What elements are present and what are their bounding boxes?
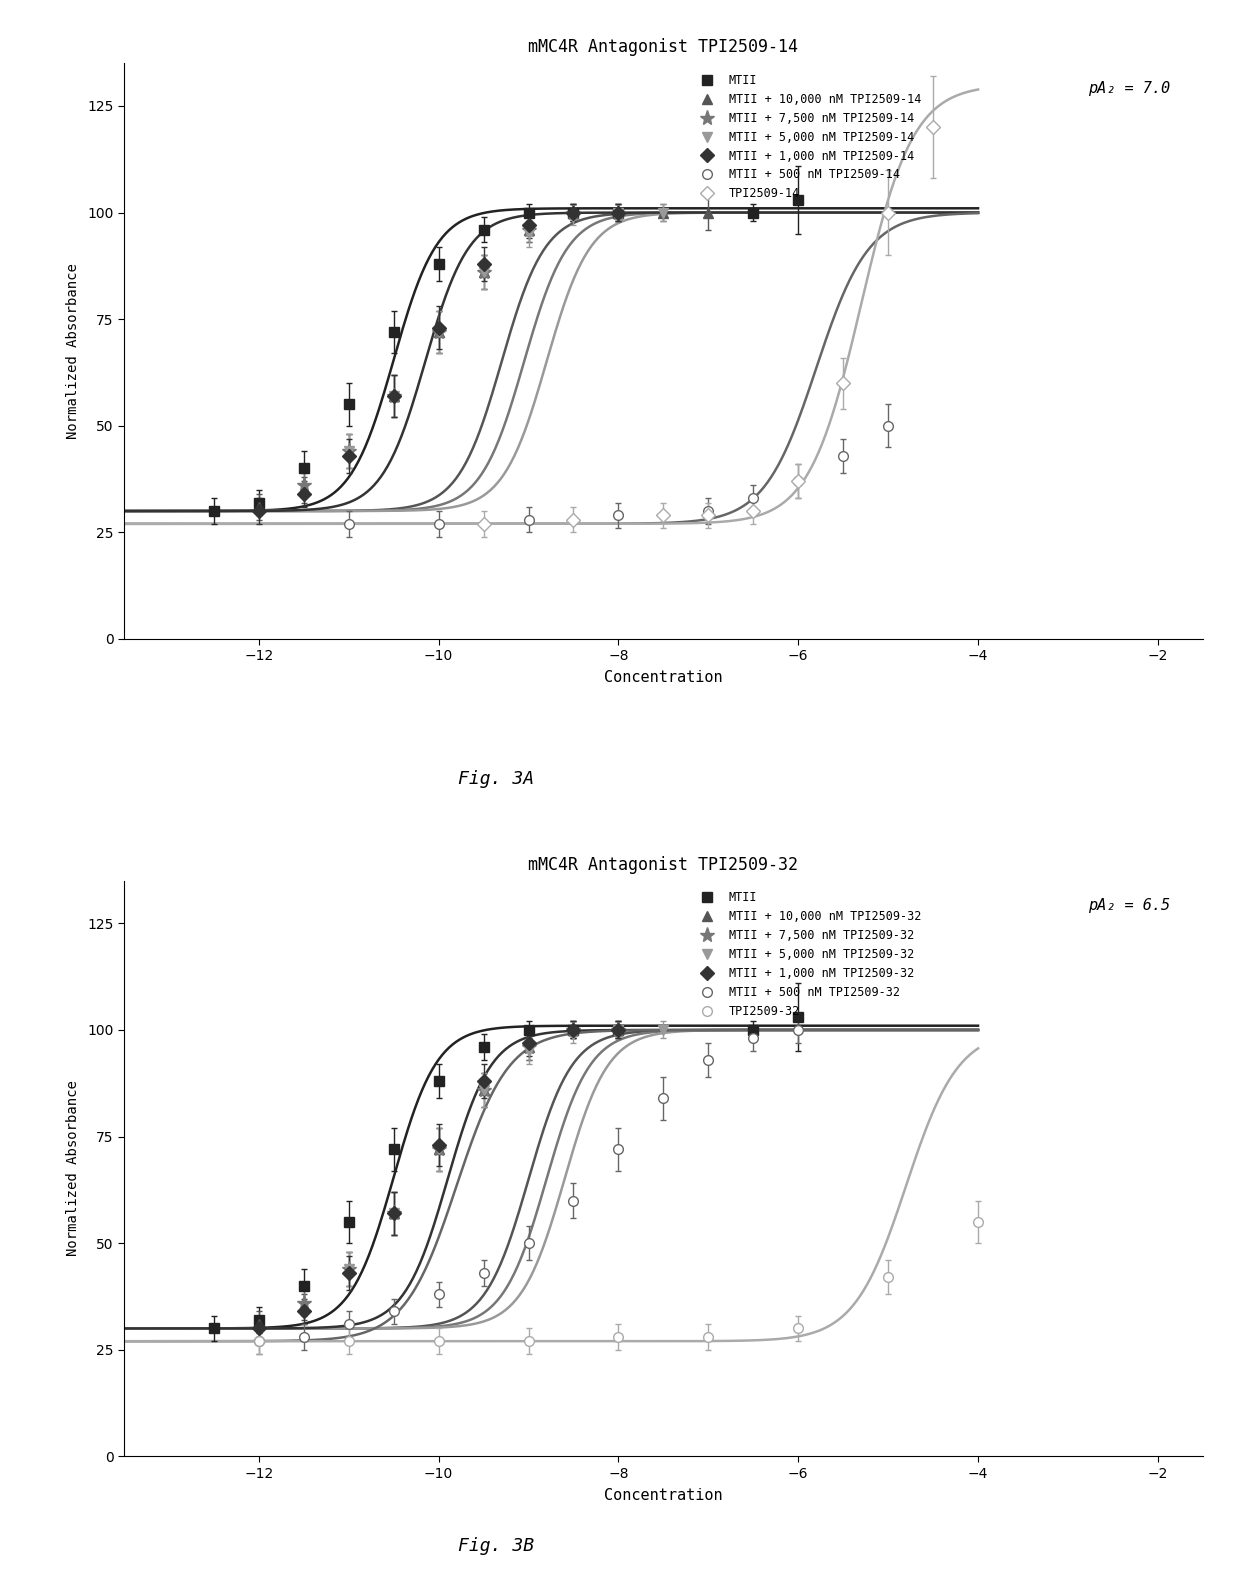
Title: mMC4R Antagonist TPI2509-32: mMC4R Antagonist TPI2509-32	[528, 856, 799, 874]
Legend: MTII, MTII + 10,000 nM TPI2509-32, MTII + 7,500 nM TPI2509-32, MTII + 5,000 nM T: MTII, MTII + 10,000 nM TPI2509-32, MTII …	[691, 886, 926, 1023]
Text: pA₂ = 7.0: pA₂ = 7.0	[1089, 81, 1171, 95]
Text: Fig. 3B: Fig. 3B	[458, 1537, 534, 1556]
Legend: MTII, MTII + 10,000 nM TPI2509-14, MTII + 7,500 nM TPI2509-14, MTII + 5,000 nM T: MTII, MTII + 10,000 nM TPI2509-14, MTII …	[691, 70, 926, 206]
Y-axis label: Normalized Absorbance: Normalized Absorbance	[66, 263, 81, 438]
X-axis label: Concentration: Concentration	[604, 670, 723, 685]
Text: pA₂ = 6.5: pA₂ = 6.5	[1089, 898, 1171, 913]
Y-axis label: Normalized Absorbance: Normalized Absorbance	[66, 1081, 81, 1257]
Title: mMC4R Antagonist TPI2509-14: mMC4R Antagonist TPI2509-14	[528, 38, 799, 57]
Text: Fig. 3A: Fig. 3A	[458, 769, 534, 788]
X-axis label: Concentration: Concentration	[604, 1488, 723, 1502]
